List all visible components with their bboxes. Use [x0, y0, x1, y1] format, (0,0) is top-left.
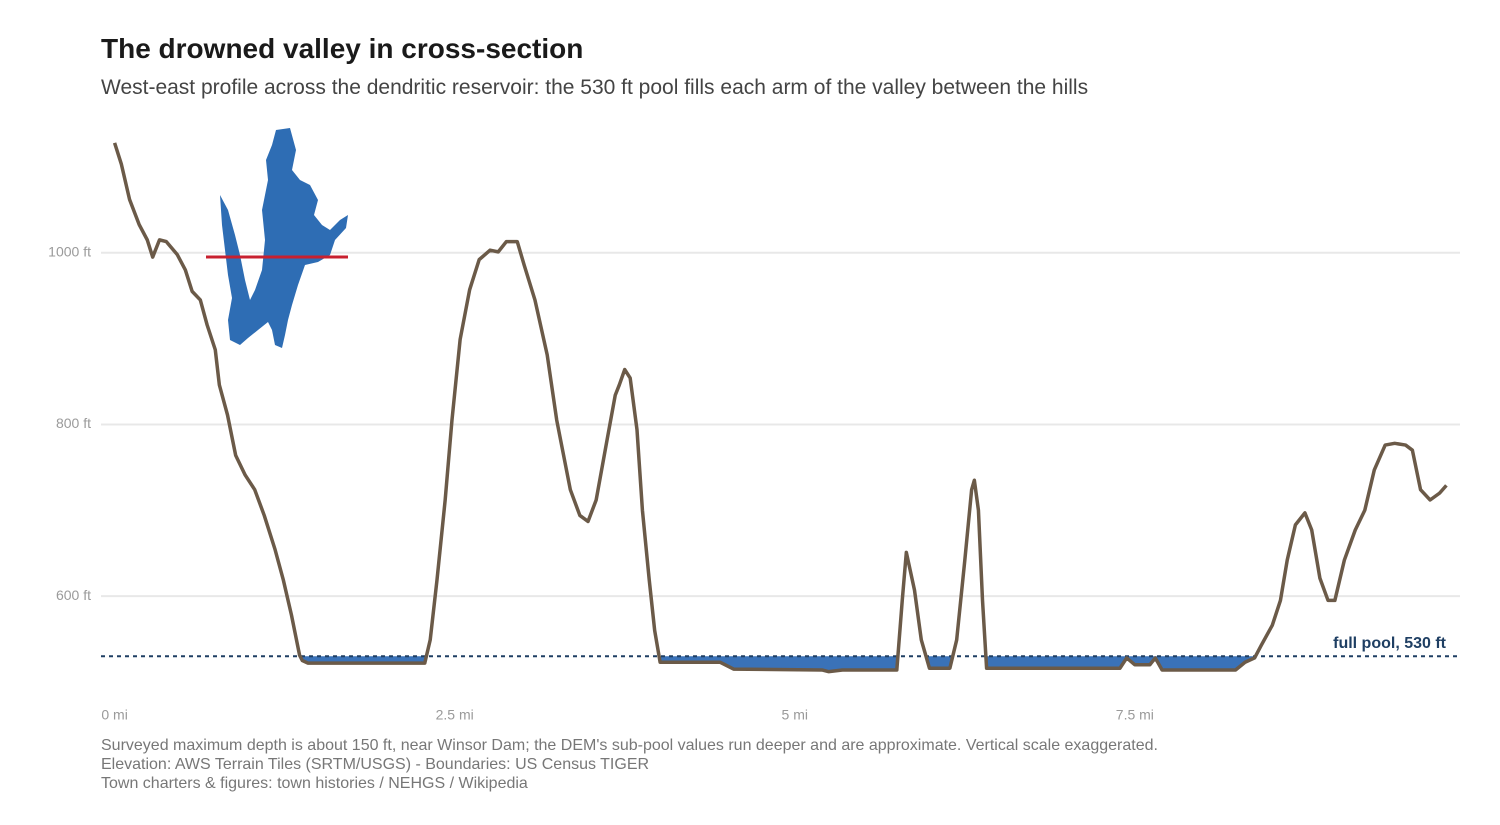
chart-title: The drowned valley in cross-section: [101, 33, 583, 64]
elevation-line: [112, 142, 1448, 674]
x-tick-label: 7.5 mi: [1116, 707, 1154, 723]
inset-map: [206, 128, 348, 348]
y-tick-label: 1000 ft: [48, 243, 91, 259]
y-tick-label: 600 ft: [56, 587, 91, 603]
footnote: Elevation: AWS Terrain Tiles (SRTM/USGS)…: [101, 756, 649, 773]
x-tick-label: 2.5 mi: [436, 707, 474, 723]
footnote: Town charters & figures: town histories …: [101, 775, 528, 792]
reservoir-shape: [220, 128, 348, 348]
footnote: Surveyed maximum depth is about 150 ft, …: [101, 737, 1158, 754]
x-tick-label: 5 mi: [782, 707, 808, 723]
plot-area: full pool, 530 ft: [101, 142, 1460, 674]
chart-subtitle: West-east profile across the dendritic r…: [101, 76, 1088, 99]
notes: Surveyed maximum depth is about 150 ft, …: [101, 737, 1158, 792]
x-tick-label: 0 mi: [101, 707, 127, 723]
y-tick-label: 800 ft: [56, 415, 91, 431]
pool-label: full pool, 530 ft: [1333, 635, 1447, 652]
